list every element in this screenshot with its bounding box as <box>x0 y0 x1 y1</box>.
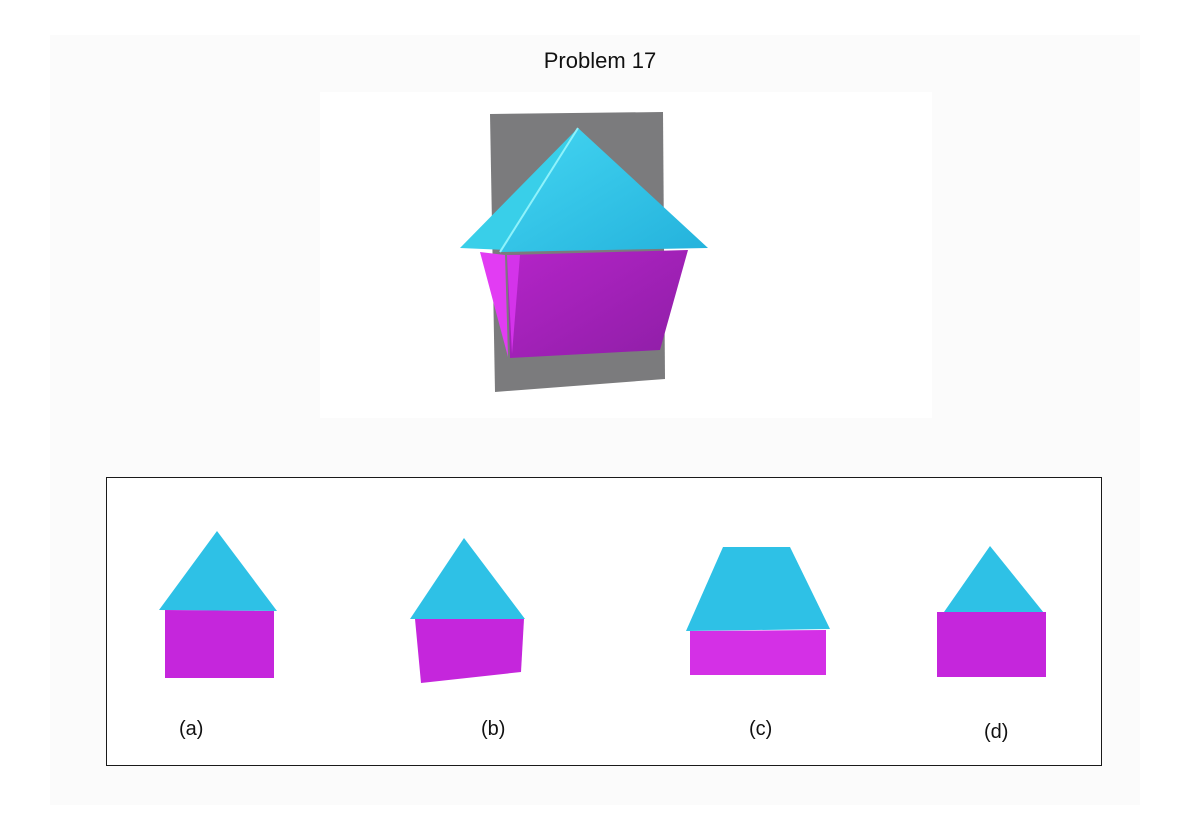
body-front-face <box>507 250 688 358</box>
roof-ridge-line <box>499 127 579 253</box>
main-3d-figure <box>320 92 932 418</box>
body-left-face <box>480 252 508 357</box>
option-c-label[interactable]: (c) <box>749 718 773 740</box>
option-d-label[interactable]: (d) <box>984 721 1009 743</box>
roof-left-face <box>460 128 578 250</box>
option-a-roof <box>159 531 277 611</box>
option-d-figure[interactable] <box>935 544 1050 682</box>
option-d-roof <box>944 546 1044 613</box>
option-c-figure[interactable] <box>683 544 833 679</box>
option-c-roof <box>686 547 830 631</box>
option-b-figure[interactable] <box>407 535 532 690</box>
option-a-body <box>165 610 274 678</box>
option-b-roof <box>410 538 525 619</box>
roof-main-face <box>500 128 708 252</box>
body-side-sliver <box>507 255 520 354</box>
option-d-body <box>937 612 1046 677</box>
option-b-body <box>415 619 524 683</box>
problem-title: Problem 17 <box>543 48 657 73</box>
option-b-label[interactable]: (b) <box>481 718 506 740</box>
option-c-body <box>690 630 826 675</box>
option-a-figure[interactable] <box>157 528 282 683</box>
option-a-label[interactable]: (a) <box>179 718 204 740</box>
answer-options-box: (a) (b) (c) (d) <box>106 477 1102 766</box>
